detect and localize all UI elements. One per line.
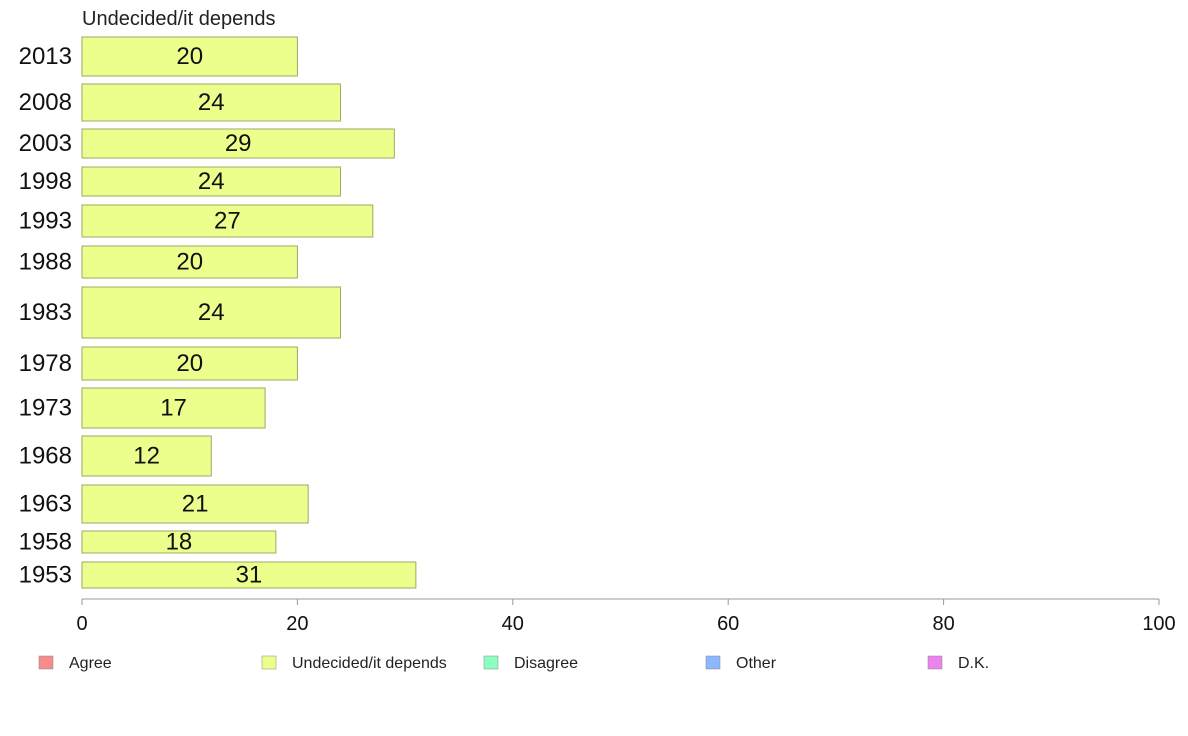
bar-1998 — [81, 166, 341, 197]
y-tick-label-1958: 1958 — [19, 529, 72, 556]
bar-value-label-1968: 12 — [133, 443, 160, 470]
bar-1993 — [81, 204, 374, 238]
y-tick-label-2008: 2008 — [19, 89, 72, 116]
bar-1953 — [81, 561, 417, 589]
bar-value-label-2003: 29 — [225, 130, 252, 157]
y-tick-label-2013: 2013 — [19, 43, 72, 70]
y-tick-label-1993: 1993 — [19, 208, 72, 235]
bars-group: 2013 20 2008 24 2003 29 1998 24 1993 27 1988 20 1983… — [19, 36, 417, 589]
bar-value-label-1988: 20 — [176, 249, 203, 276]
y-tick-label-2003: 2003 — [19, 130, 72, 157]
bar-1978 — [81, 346, 298, 381]
legend-label-undecided-it-depends: Undecided/it depends — [292, 655, 447, 672]
legend-label-disagree: Disagree — [514, 655, 578, 672]
bar-1968 — [81, 435, 212, 477]
bar-value-label-1963: 21 — [182, 491, 209, 518]
legend: Agree Undecided/it depends Disagree Other D.… — [38, 655, 989, 672]
bar-value-label-1958: 18 — [166, 529, 193, 556]
bar-1988 — [81, 245, 298, 279]
bar-value-label-1983: 24 — [198, 299, 225, 326]
bar-2013 — [81, 36, 298, 77]
bar-value-label-1978: 20 — [176, 350, 203, 377]
legend-swatch-other — [705, 655, 721, 670]
legend-label-other: Other — [736, 655, 777, 672]
x-tick-label-100: 100 — [1142, 613, 1175, 635]
x-tick-label-60: 60 — [717, 613, 739, 635]
bar-1963 — [81, 484, 309, 524]
y-tick-label-1968: 1968 — [19, 443, 72, 470]
bar-value-label-2008: 24 — [198, 89, 225, 116]
bar-1958 — [81, 530, 277, 554]
bar-1983 — [81, 286, 341, 339]
x-axis: 0 20 40 60 80 100 — [76, 598, 1176, 635]
x-tick-label-40: 40 — [502, 613, 524, 635]
bar-value-label-1953: 31 — [236, 562, 263, 589]
y-tick-label-1983: 1983 — [19, 299, 72, 326]
legend-swatch-agree — [38, 655, 54, 670]
y-tick-label-1998: 1998 — [19, 168, 72, 195]
x-tick-label-80: 80 — [932, 613, 954, 635]
y-tick-label-1963: 1963 — [19, 491, 72, 518]
x-tick-label-0: 0 — [76, 613, 87, 635]
panel-title: Undecided/it depends — [82, 8, 275, 30]
legend-label-d-k: D.K. — [958, 655, 989, 672]
bar-value-label-1993: 27 — [214, 208, 241, 235]
legend-swatch-undecided-it-depends — [261, 655, 277, 670]
bar-value-label-1998: 24 — [198, 168, 225, 195]
x-tick-label-20: 20 — [286, 613, 308, 635]
legend-swatch-d-k — [927, 655, 943, 670]
y-tick-label-1953: 1953 — [19, 562, 72, 589]
bar-2008 — [81, 83, 341, 122]
y-tick-label-1978: 1978 — [19, 350, 72, 377]
legend-swatch-disagree — [483, 655, 499, 670]
legend-label-agree: Agree — [69, 655, 112, 672]
bar-value-label-2013: 20 — [176, 43, 203, 70]
bar-2003 — [81, 128, 395, 159]
bar-1973 — [81, 387, 266, 429]
bar-value-label-1973: 17 — [160, 395, 187, 422]
y-tick-label-1988: 1988 — [19, 249, 72, 276]
y-tick-label-1973: 1973 — [19, 395, 72, 422]
